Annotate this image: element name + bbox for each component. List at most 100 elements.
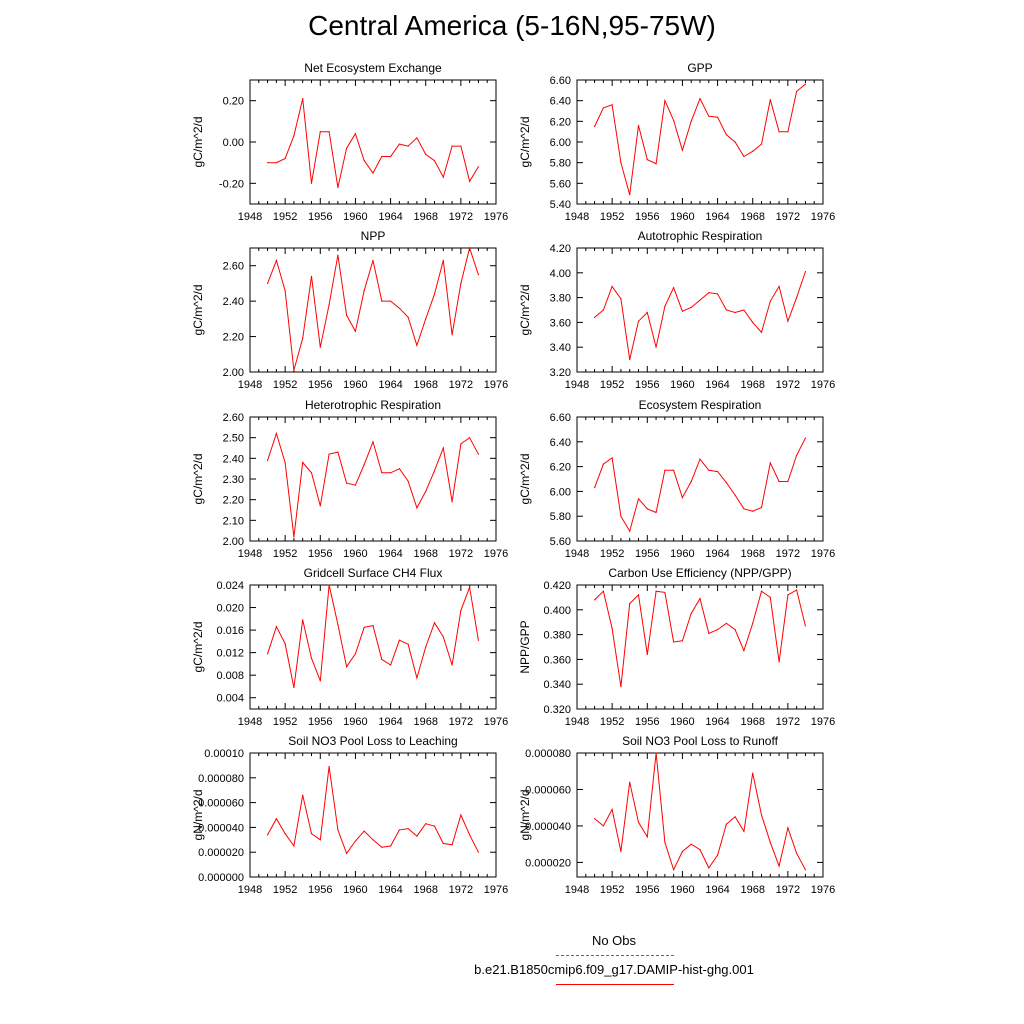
- x-tick-label: 1960: [670, 884, 694, 896]
- x-tick-label: 1952: [600, 211, 624, 223]
- data-point: [433, 293, 436, 295]
- y-tick-label: 5.60: [550, 536, 571, 548]
- data-point: [752, 622, 754, 625]
- data-point: [293, 369, 295, 371]
- data-point: [716, 629, 719, 631]
- data-point: [266, 459, 269, 461]
- data-point: [302, 461, 304, 464]
- x-tick-label: 1976: [811, 884, 835, 896]
- data-point: [433, 825, 436, 827]
- y-tick-label: 0.360: [543, 654, 571, 666]
- data-point: [363, 463, 365, 466]
- y-tick-label: 4.20: [550, 243, 571, 255]
- data-point: [460, 443, 462, 445]
- y-tick-label: 0.20: [223, 96, 244, 108]
- panel-title: Carbon Use Efficiency (NPP/GPP): [608, 566, 791, 580]
- y-tick-label: 2.20: [223, 495, 244, 507]
- y-tick-label: 2.60: [223, 412, 244, 424]
- data-point: [319, 346, 321, 348]
- panel-title: Autotrophic Respiration: [638, 229, 763, 243]
- data-point: [716, 854, 719, 856]
- y-tick-label: 0.016: [216, 625, 244, 637]
- x-tick-label: 1948: [565, 211, 589, 223]
- data-point: [266, 162, 269, 164]
- x-tick-label: 1960: [343, 716, 367, 728]
- y-tick-label: 5.60: [550, 178, 571, 190]
- x-tick-label: 1952: [600, 884, 624, 896]
- data-point: [381, 658, 383, 661]
- data-point: [743, 508, 745, 510]
- x-tick-label: 1960: [343, 548, 367, 560]
- x-tick-label: 1952: [273, 716, 297, 728]
- y-axis-label: gN/m^2/d: [518, 790, 532, 841]
- data-point: [804, 625, 807, 627]
- data-point: [778, 285, 780, 288]
- data-point: [725, 622, 727, 625]
- data-point: [275, 626, 277, 628]
- y-tick-label: 0.000020: [525, 857, 571, 869]
- data-point: [646, 836, 648, 838]
- data-point: [690, 306, 692, 309]
- data-point: [460, 814, 462, 816]
- data-point: [363, 289, 365, 292]
- y-tick-label: 0.000060: [198, 798, 244, 810]
- y-tick-label: 2.30: [223, 474, 244, 486]
- data-point: [690, 843, 692, 845]
- panel-title: Net Ecosystem Exchange: [304, 61, 442, 75]
- data-point: [469, 586, 471, 588]
- data-point: [752, 510, 754, 512]
- data-point: [708, 867, 710, 869]
- data-point: [363, 160, 365, 162]
- data-point: [760, 814, 763, 816]
- x-tick-label: 1952: [273, 548, 297, 560]
- x-tick-label: 1948: [238, 548, 262, 560]
- plot-frame: [576, 247, 824, 373]
- data-point: [407, 316, 409, 318]
- data-point: [637, 320, 640, 322]
- data-point: [787, 480, 789, 483]
- data-point: [629, 194, 631, 196]
- y-tick-label: 3.20: [550, 367, 571, 379]
- x-tick-label: 1976: [484, 548, 508, 560]
- data-point: [433, 160, 436, 162]
- data-point: [655, 752, 657, 754]
- x-tick-label: 1948: [238, 716, 262, 728]
- data-point: [416, 344, 418, 347]
- data-point: [804, 869, 807, 871]
- y-tick-label: 0.420: [543, 580, 571, 592]
- data-point: [363, 626, 365, 628]
- y-tick-label: 3.60: [550, 317, 571, 329]
- data-point: [664, 841, 666, 843]
- x-tick-label: 1960: [343, 379, 367, 391]
- data-point: [442, 176, 444, 178]
- chart-panel-10: Soil NO3 Pool Loss to Runoff gN/m^2/d 1948…: [518, 734, 835, 896]
- data-point: [752, 321, 754, 323]
- data-point: [477, 453, 480, 455]
- data-point: [407, 643, 409, 645]
- data-point: [593, 818, 596, 820]
- x-tick-label: 1956: [308, 379, 332, 391]
- data-point: [716, 470, 719, 473]
- data-point: [787, 131, 789, 133]
- data-point: [708, 292, 710, 294]
- x-tick-label: 1976: [811, 211, 835, 223]
- plot-frame: [576, 416, 824, 542]
- data-point: [346, 852, 348, 855]
- data-point: [637, 594, 640, 596]
- x-tick-label: 1964: [705, 548, 729, 560]
- x-tick-label: 1956: [635, 884, 659, 896]
- data-point: [407, 480, 409, 482]
- data-point: [716, 116, 719, 118]
- x-tick-label: 1968: [740, 716, 764, 728]
- data-point: [319, 839, 321, 841]
- data-point: [602, 309, 604, 311]
- data-point: [673, 641, 675, 643]
- x-tick-label: 1956: [308, 548, 332, 560]
- data-point: [372, 624, 374, 627]
- y-tick-label: 2.00: [223, 536, 244, 548]
- data-point: [796, 297, 798, 299]
- data-point: [442, 259, 444, 261]
- data-point: [637, 498, 640, 500]
- data-point: [442, 842, 444, 845]
